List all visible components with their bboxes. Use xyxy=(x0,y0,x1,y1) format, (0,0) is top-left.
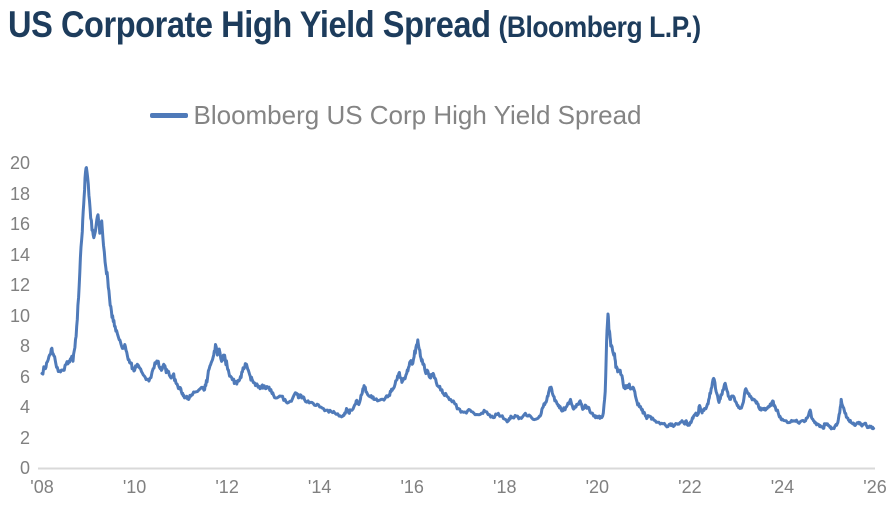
legend: Bloomberg US Corp High Yield Spread xyxy=(0,97,792,133)
legend-line-swatch xyxy=(150,112,189,118)
series-line xyxy=(40,166,876,431)
chart-title-main: US Corporate High Yield Spread xyxy=(8,4,491,45)
chart-title-source: (Bloomberg L.P.) xyxy=(498,11,701,44)
chart-title: US Corporate High Yield Spread (Bloomber… xyxy=(8,4,701,46)
legend-label: Bloomberg US Corp High Yield Spread xyxy=(193,99,642,130)
